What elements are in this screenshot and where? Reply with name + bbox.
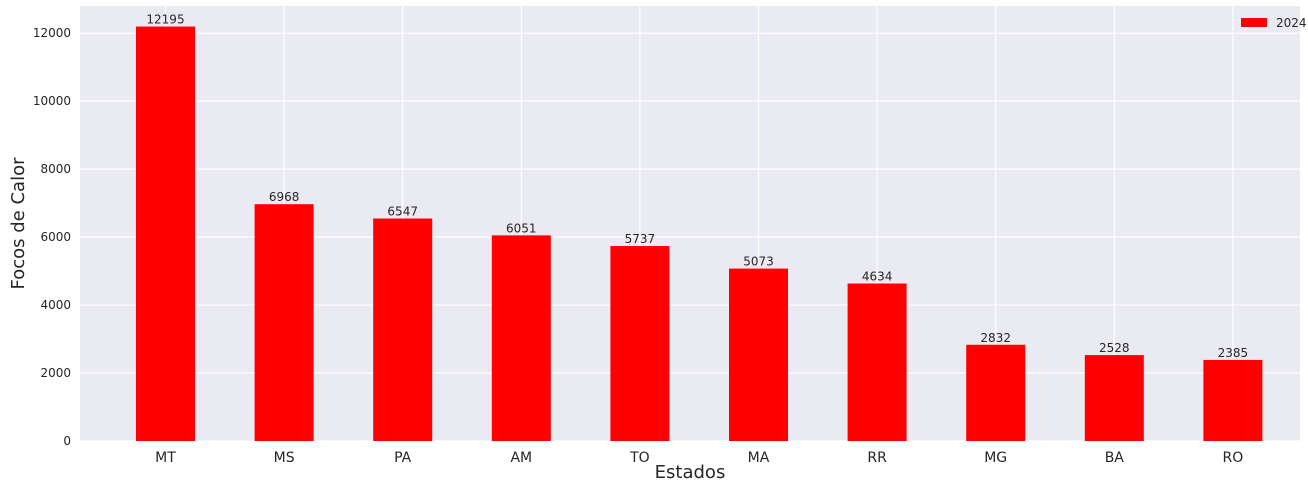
y-tick-label: 8000 <box>40 162 71 176</box>
y-tick-label: 4000 <box>40 298 71 312</box>
y-axis-ticks: 0 2000 4000 6000 8000 10000 12000 <box>33 26 71 448</box>
data-label: 6547 <box>387 205 418 219</box>
bar-pa <box>373 218 433 441</box>
y-axis-title: Focos de Calor <box>8 157 29 290</box>
x-tick-label: BA <box>1105 450 1125 466</box>
data-labels: 12195 6968 6547 6051 5737 5073 4634 2832 2528 238… <box>146 13 1248 360</box>
legend: 2024 <box>1241 16 1307 30</box>
data-label: 12195 <box>146 13 184 27</box>
x-axis-title: Estados <box>655 462 726 483</box>
bar-ms <box>254 204 314 441</box>
data-label: 6968 <box>269 190 300 204</box>
x-tick-label: RR <box>867 450 887 466</box>
x-tick-label: MG <box>984 450 1007 466</box>
bar-mg <box>966 344 1026 441</box>
x-tick-label: TO <box>629 450 650 466</box>
bar-ro <box>1203 359 1263 441</box>
x-tick-label: AM <box>510 450 532 466</box>
x-tick-label: MA <box>748 450 770 466</box>
y-tick-label: 2000 <box>40 366 71 380</box>
data-label: 2528 <box>1099 341 1130 355</box>
legend-swatch <box>1241 18 1267 27</box>
bar-to <box>610 246 670 441</box>
x-axis-ticks: MT MS PA AM TO MA RR MG BA RO <box>155 450 1243 466</box>
bar-ma <box>729 268 788 441</box>
data-label: 6051 <box>506 221 537 235</box>
y-tick-label: 0 <box>63 434 71 448</box>
legend-label: 2024 <box>1276 16 1307 30</box>
x-tick-label: MS <box>274 450 295 466</box>
data-label: 2832 <box>980 331 1011 345</box>
x-tick-label: RO <box>1223 450 1244 466</box>
x-tick-label: MT <box>155 450 176 466</box>
data-label: 5737 <box>625 232 656 246</box>
bar-ba <box>1084 355 1144 441</box>
x-tick-label: PA <box>394 450 412 466</box>
y-tick-label: 12000 <box>33 26 71 40</box>
data-label: 2385 <box>1218 346 1249 360</box>
y-tick-label: 6000 <box>40 230 71 244</box>
data-label: 5073 <box>743 255 774 269</box>
data-label: 4634 <box>862 270 893 284</box>
y-tick-label: 10000 <box>33 94 71 108</box>
bar-am <box>491 235 551 441</box>
bars <box>136 26 1263 441</box>
bar-rr <box>847 283 907 441</box>
bar-mt <box>136 26 195 441</box>
